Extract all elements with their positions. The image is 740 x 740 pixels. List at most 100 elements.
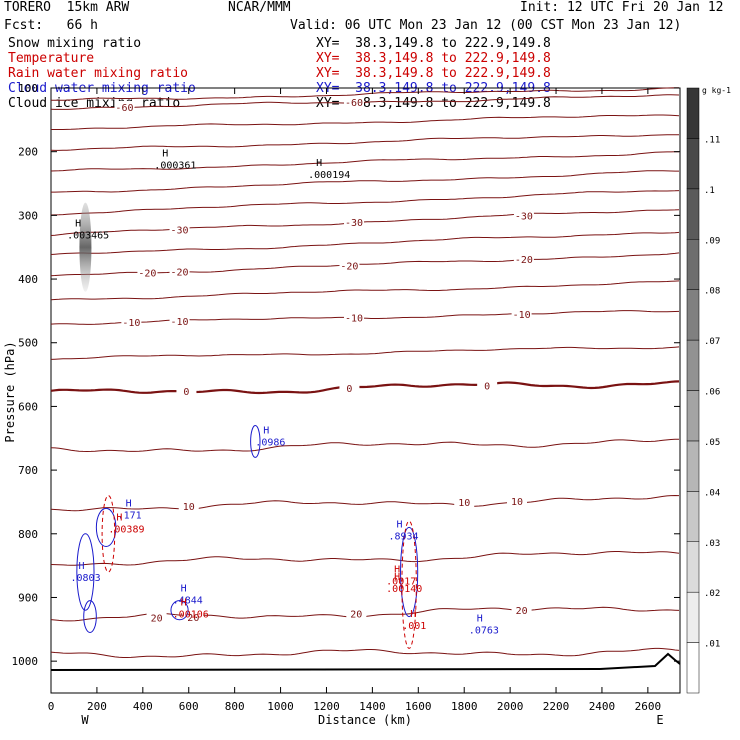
x-tick-label-1: 200	[87, 700, 107, 713]
y-tick-label-3: 400	[18, 273, 38, 286]
isotherm-label-1-1: -30	[345, 218, 363, 229]
x-tick-label-0: 0	[48, 700, 55, 713]
y-tick-label-4: 500	[18, 337, 38, 350]
field-xy-rain: XY= 38.3,149.8 to 222.9,149.8	[316, 66, 551, 81]
colorbar-label-1: .02	[704, 589, 720, 599]
isotherm-label-bg-6-2	[346, 607, 367, 619]
maximum-marker-11: H	[394, 572, 400, 583]
x-tick-label-10: 2000	[497, 700, 524, 713]
valid-time: Valid: 06 UTC Mon 23 Jan 12 (00 CST Mon …	[290, 18, 682, 33]
maximum-value-6: .0803	[71, 573, 101, 584]
colorbar-swatch-5	[686, 390, 700, 442]
maximum-marker-3: H	[263, 425, 269, 436]
colorbar-label-8: .09	[704, 236, 720, 246]
y-tick-label-8: 900	[18, 591, 38, 604]
isotherm-7	[50, 231, 680, 255]
x-tick-label-4: 800	[225, 700, 245, 713]
colorbar-swatch-10	[686, 138, 700, 190]
x-tick-label-12: 2400	[589, 700, 616, 713]
maximum-marker-5: H	[116, 513, 122, 524]
forecast-hour: Fcst: 66 h	[4, 18, 98, 33]
temperature-contours: -60 -60 -30 -30 -30 -20 -20 -20 -20 -10 -10 -10 -10 0…	[50, 87, 680, 658]
isotherm-label-6-2: 20	[350, 610, 362, 621]
isotherm-label-bg-3-2	[344, 311, 365, 323]
colorbar-label-7: .08	[704, 287, 720, 297]
field-label-rain: Rain water mixing ratio	[8, 66, 189, 81]
colorbar-swatch-4	[686, 440, 700, 492]
x-tick-label-11: 2200	[543, 700, 570, 713]
axes: 0 200 400 600 800 1000 1200 1400 1600 1800 2000 220…	[12, 82, 680, 713]
isotherm-label-4-2: 0	[484, 382, 490, 393]
isotherm-label-bg-0-1	[344, 96, 365, 108]
isotherm-1	[51, 114, 680, 130]
y-tick-label-6: 700	[18, 464, 38, 477]
maximum-marker-4: H	[126, 499, 132, 510]
east-endpoint-label: E	[656, 713, 663, 727]
maximum-value-1: .000194	[308, 170, 350, 181]
maximum-marker-2: H	[75, 218, 81, 229]
x-tick-label-5: 1000	[267, 700, 294, 713]
maximum-value-11: .00140	[386, 584, 422, 595]
isotherm-label-bg-0-0	[114, 100, 135, 112]
maximum-value-3: .0986	[255, 437, 285, 448]
colorbar-label-5: .06	[704, 388, 720, 398]
maximum-value-4: .171	[118, 511, 142, 522]
field-label-snow: Snow mixing ratio	[8, 36, 142, 51]
hydrometeor-contour-0	[250, 425, 261, 458]
maximum-marker-12: H	[477, 613, 483, 624]
hydrometeor-contour-2	[101, 495, 116, 573]
colorbar-swatch-8	[686, 239, 700, 290]
maximum-value-2: .003465	[67, 230, 109, 241]
isotherm-label-6-3: 20	[516, 606, 528, 617]
colorbar-label-6: .07	[704, 337, 720, 347]
field-label-temperature: Temperature	[8, 51, 95, 66]
isotherm-label-2-3: -20	[515, 255, 533, 266]
isotherm-label-bg-2-2	[339, 259, 360, 271]
colorbar-label-3: .04	[704, 488, 720, 498]
colorbar-label-10: .11	[704, 135, 720, 145]
hydrometeor-contour-7	[170, 600, 189, 621]
hydrometeor-contour-5	[400, 526, 419, 618]
isotherm-label-bg-6-3	[511, 604, 532, 616]
isotherm-3	[50, 151, 680, 172]
hydrometeor-contour-4	[83, 600, 97, 633]
y-tick-label-0: 100	[18, 82, 38, 95]
colorbar-swatch-0	[686, 642, 700, 694]
isotherm-12	[50, 380, 680, 395]
y-tick-label-5: 600	[18, 400, 38, 413]
maximum-marker-13: H	[410, 609, 416, 620]
y-axis-label: Pressure (hPa)	[3, 341, 17, 442]
isotherm-label-4-0: 0	[183, 387, 189, 398]
terrain-ridge	[599, 652, 681, 670]
y-tick-label-2: 300	[18, 209, 38, 222]
field-xy-temperature: XY= 38.3,149.8 to 222.9,149.8	[316, 51, 551, 66]
maximum-value-10: .0017	[386, 576, 416, 587]
isotherm-18	[50, 647, 680, 658]
y-tick-label-1: 200	[18, 146, 38, 159]
field-label-cloud-water: Cloud water mixing ratio	[8, 81, 196, 96]
isotherm-label-bg-5-1	[454, 496, 475, 508]
maximum-value-8: .4844	[173, 595, 203, 606]
isotherm-label-bg-2-0	[137, 266, 158, 278]
maximum-marker-7: H	[396, 520, 402, 531]
maximum-value-5: .00389	[108, 525, 144, 536]
isotherm-label-3-3: -10	[513, 310, 531, 321]
maximum-marker-0: H	[162, 148, 168, 159]
west-endpoint-label: W	[81, 713, 89, 727]
isotherm-2	[50, 134, 679, 151]
isotherm-label-3-1: -10	[171, 317, 189, 328]
field-xy-snow: XY= 38.3,149.8 to 222.9,149.8	[316, 36, 551, 51]
isotherm-label-2-1: -20	[171, 267, 189, 278]
maximum-marker-1: H	[316, 158, 322, 169]
maximum-value-12: .0763	[469, 625, 499, 636]
colorbar-label-2: .03	[704, 539, 720, 549]
isotherm-label-6-0: 20	[151, 614, 163, 625]
maximum-marker-10: H	[394, 564, 400, 575]
x-tick-label-6: 1200	[313, 700, 340, 713]
colorbar-label-0: .01	[704, 640, 720, 650]
isotherm-label-bg-1-0	[169, 223, 190, 235]
x-tick-label-8: 1600	[405, 700, 432, 713]
isotherm-label-bg-5-2	[507, 495, 528, 507]
colorbar: .01 .02 .03 .04 .05 .06 .07 .08 .09 .1 .11	[686, 87, 720, 694]
